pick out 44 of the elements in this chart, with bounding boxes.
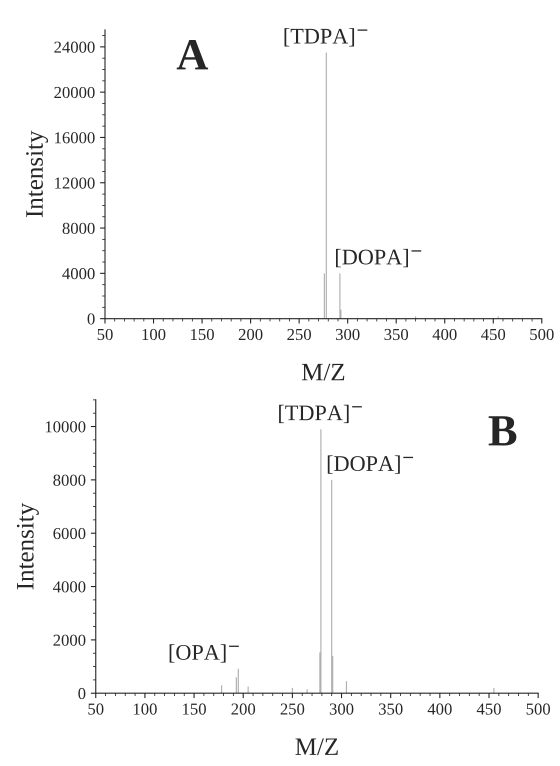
y-tick-label: 24000	[54, 42, 95, 53]
x-tick-label: 100	[134, 703, 157, 715]
x-tick-label: 350	[378, 703, 403, 715]
x-tick-label: 300	[330, 703, 354, 715]
x-tick-label: 350	[384, 328, 408, 340]
y-axis-title: Intensity	[16, 502, 39, 590]
y-tick-label: 8000	[62, 222, 95, 234]
y-tick-label: 4000	[62, 268, 95, 280]
annotation: A	[176, 40, 208, 70]
x-tick-label: 500	[526, 703, 550, 715]
annotation: [OPA]$^{−}$	[170, 644, 239, 663]
x-tick-label: 50	[98, 328, 113, 340]
y-tick-label: 2000	[53, 634, 86, 646]
y-tick-label: 0	[78, 688, 86, 700]
y-tick-label: 8000	[53, 474, 86, 486]
x-tick-label: 300	[336, 328, 360, 340]
annotation: B	[488, 416, 516, 446]
x-tick-label: 450	[476, 703, 501, 715]
annotation: [TDPA]$^{−}$	[279, 404, 362, 424]
x-tick-label: 200	[238, 328, 262, 340]
x-tick-label: 100	[142, 328, 166, 340]
x-tick-label: 250	[280, 703, 304, 715]
y-tick-label: 16000	[55, 132, 95, 144]
y-axis-title: Intensity	[26, 130, 48, 218]
x-tick-label: 50	[88, 703, 104, 715]
y-tick-label: 10000	[46, 421, 86, 432]
x-tick-label: 250	[287, 328, 311, 340]
y-tick-label: 12000	[55, 177, 95, 189]
y-tick-label: 6000	[53, 528, 86, 540]
x-tick-label: 450	[481, 328, 506, 340]
x-tick-label: 400	[432, 328, 457, 340]
annotation: [TDPA]$^{−}$	[284, 28, 368, 46]
x-axis-title: M/Z	[302, 364, 344, 381]
y-tick-label: 4000	[53, 581, 86, 592]
annotation: [DOPA]$^{−}$	[336, 248, 422, 268]
x-tick-label: 150	[183, 703, 206, 715]
y-tick-label: 20000	[54, 86, 95, 98]
x-tick-label: 200	[231, 703, 256, 715]
x-tick-label: 150	[191, 328, 214, 340]
x-tick-label: 500	[530, 328, 554, 340]
x-axis-title: M/Z	[295, 738, 338, 756]
annotation: [DOPA]$^{−}$	[328, 455, 414, 474]
y-tick-label: 0	[88, 313, 95, 325]
x-tick-label: 400	[428, 703, 452, 715]
